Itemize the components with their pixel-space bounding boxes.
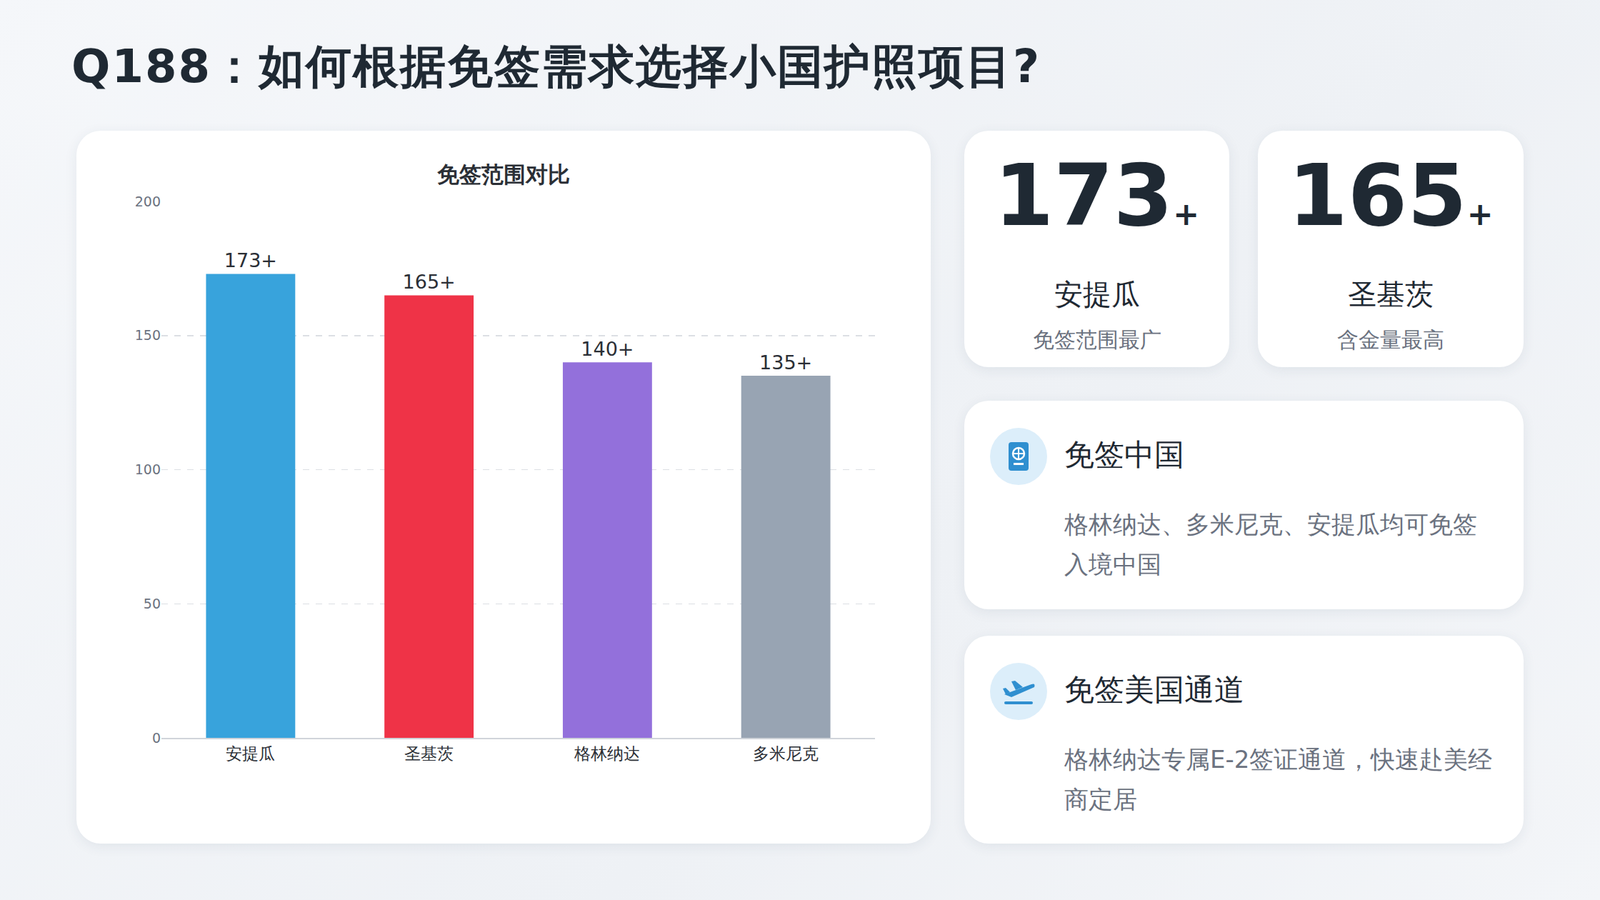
html-text:173: 173 xyxy=(994,145,1174,245)
svg-text:免签范围对比: 免签范围对比 xyxy=(437,161,570,188)
html-text:165: 165 xyxy=(1288,145,1467,245)
svg-text:150: 150 xyxy=(135,327,161,343)
svg-text:200: 200 xyxy=(135,193,161,210)
html-text:免签范围最广: 免签范围最广 xyxy=(1032,327,1162,353)
svg-text:165+: 165+ xyxy=(402,270,456,293)
html-text:免签中国: 免签中国 xyxy=(1064,437,1185,473)
html-text:含金量最高: 含金量最高 xyxy=(1337,327,1445,353)
svg-text:173+: 173+ xyxy=(224,249,278,272)
svg-text:格林纳达: 格林纳达 xyxy=(573,744,640,763)
svg-text:100: 100 xyxy=(135,461,161,478)
html-text:格林纳达专属E-2签证通道，快速赴美经商定居: 格林纳达专属E-2签证通道，快速赴美经商定居 xyxy=(1064,745,1493,814)
html-text:格林纳达、多米尼克、安提瓜均可免签入境中国: 格林纳达、多米尼克、安提瓜均可免签入境中国 xyxy=(1064,510,1478,579)
html-text:圣基茨: 圣基茨 xyxy=(1347,277,1434,311)
svg-text:135+: 135+ xyxy=(759,351,813,374)
svg-text:多米尼克: 多米尼克 xyxy=(752,744,819,763)
html-text:安提瓜: 安提瓜 xyxy=(1053,277,1140,311)
svg-text:圣基茨: 圣基茨 xyxy=(404,744,454,763)
html-text:Q188：如何根据免签需求选择小国护照项目?: Q188：如何根据免签需求选择小国护照项目? xyxy=(71,40,1041,93)
svg-text:50: 50 xyxy=(143,595,161,612)
svg-text:140+: 140+ xyxy=(580,337,634,360)
svg-text:0: 0 xyxy=(152,730,161,746)
svg-text:安提瓜: 安提瓜 xyxy=(225,744,275,763)
html-text:免签美国通道: 免签美国通道 xyxy=(1064,672,1245,708)
